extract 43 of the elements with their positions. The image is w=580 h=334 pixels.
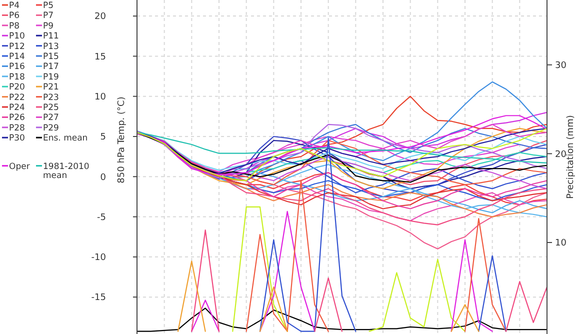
y-axis-title: 850 hPa Temp. (°C) — [117, 96, 127, 184]
y-tick-label: 0 — [100, 172, 106, 183]
y-tick-label: 20 — [94, 12, 106, 22]
legend-label: P10 — [9, 32, 25, 42]
y-tick-label: -15 — [91, 293, 106, 304]
legend-label: Oper — [9, 162, 30, 172]
legend-label: P9 — [43, 21, 54, 32]
legend-label: P22 — [9, 92, 25, 103]
y-tick-label: 10 — [94, 92, 106, 102]
y-tick-label: 5 — [100, 132, 106, 143]
y2-tick-label: 30 — [555, 60, 567, 71]
y2-tick-label: 10 — [555, 238, 567, 249]
legend-label: P14 — [9, 52, 25, 62]
legend-label: P21 — [43, 82, 59, 93]
legend-label: P6 — [9, 11, 20, 22]
y-tick-label: -5 — [97, 212, 106, 223]
legend-label: P8 — [9, 21, 20, 32]
legend-label: P15 — [43, 52, 59, 62]
legend-label: P25 — [43, 102, 59, 113]
legend-label: P11 — [43, 32, 59, 42]
legend-label: P4 — [9, 0, 20, 11]
y2-tick-label: 20 — [555, 150, 567, 160]
y-tick-label: -10 — [91, 253, 106, 264]
legend-label: P12 — [9, 42, 25, 52]
y-tick-label: 15 — [94, 52, 106, 62]
legend-label: P26 — [9, 113, 25, 124]
legend-label: P17 — [43, 62, 59, 72]
legend-label: P28 — [9, 123, 25, 134]
legend-label: P30 — [9, 134, 25, 144]
legend-label: P27 — [43, 113, 59, 124]
legend-label: P19 — [43, 72, 59, 82]
legend-label: P16 — [9, 62, 25, 72]
legend-label: P18 — [9, 72, 25, 82]
legend-label: P24 — [9, 102, 25, 113]
legend-label: P29 — [43, 123, 59, 134]
y2-axis-title: Precipitation (mm) — [566, 115, 576, 199]
legend-label: P5 — [43, 0, 54, 11]
legend-label: Ens. mean — [43, 134, 88, 144]
legend-label: 1981-2010 mean — [43, 162, 90, 182]
legend-label: P23 — [43, 92, 59, 103]
legend-label: P20 — [9, 82, 25, 93]
legend-label: P13 — [43, 42, 59, 52]
legend-label: P7 — [43, 11, 54, 22]
